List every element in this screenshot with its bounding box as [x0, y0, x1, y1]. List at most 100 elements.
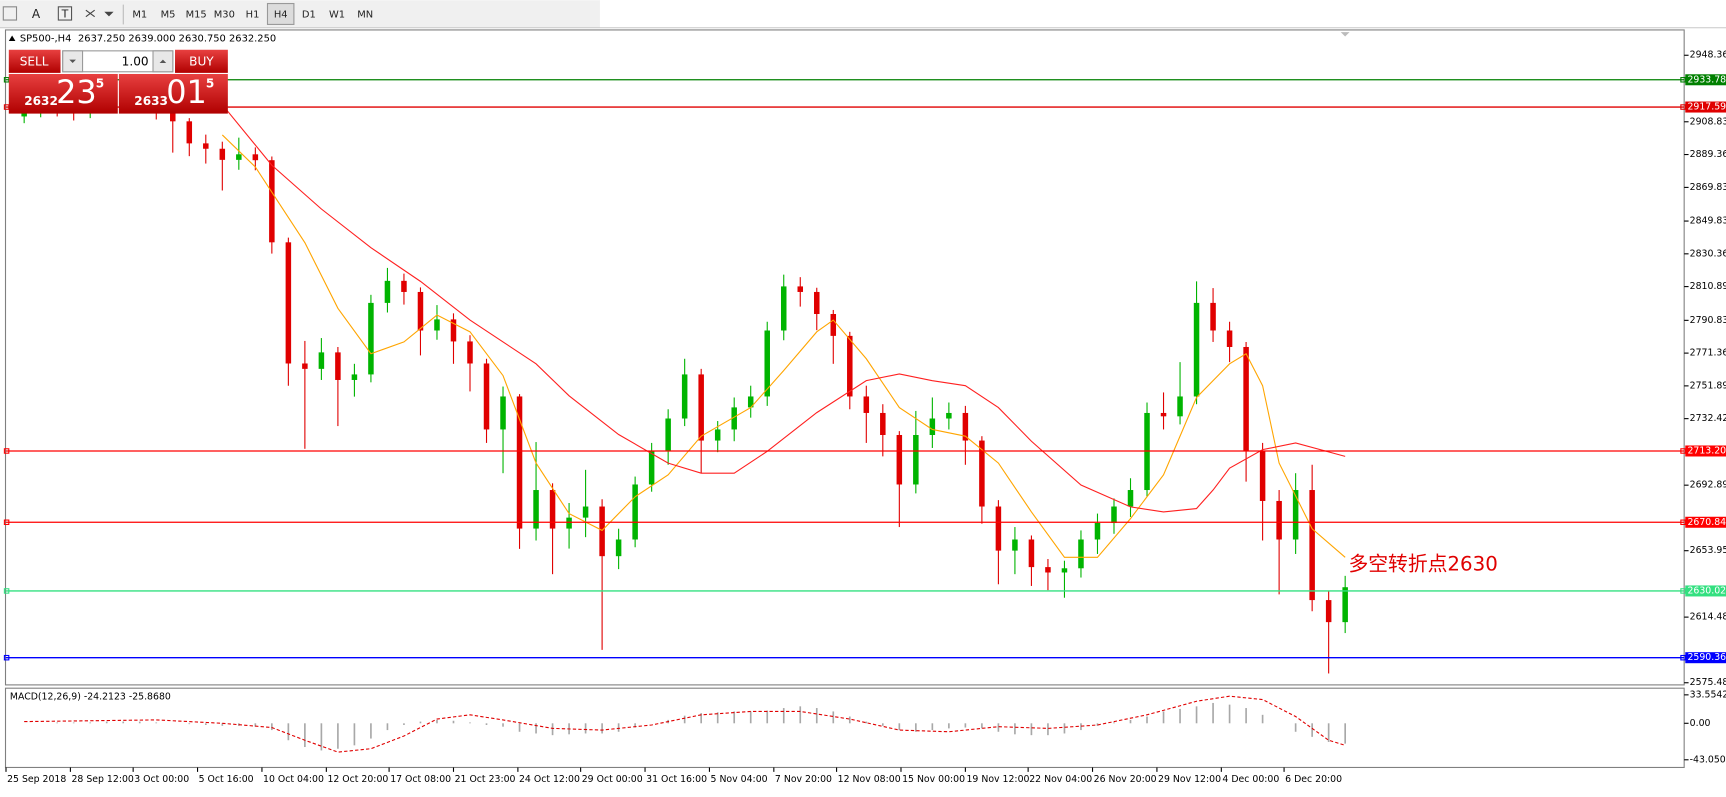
x-tick-label: 26 Nov 20:00 [1094, 774, 1157, 785]
collapse-arrow[interactable] [8, 35, 16, 41]
candle-body [780, 286, 787, 331]
candle-body [170, 110, 176, 122]
level-tag [1685, 652, 1726, 664]
timeframe-button[interactable] [266, 2, 295, 25]
candle-body [566, 517, 572, 529]
candle-body [1028, 539, 1035, 568]
moving-average [221, 134, 1346, 558]
timeframe-group: M1 M5 M15 M30 H1 H4 D1 W1 MN [126, 2, 379, 25]
timeframe-button[interactable] [295, 3, 323, 25]
y-tick-label: 2653.950 [1690, 545, 1726, 556]
timeframe-button[interactable] [126, 3, 154, 25]
x-tick-label: 15 Nov 00:00 [902, 774, 965, 785]
candle-body [632, 484, 638, 540]
y-tick-label: 2810.890 [1690, 281, 1726, 292]
level-handle[interactable] [3, 588, 10, 594]
level-handle[interactable] [3, 654, 10, 661]
quote-label: 2637.250 2639.000 2630.750 2632.250 [78, 34, 276, 45]
bid-big: 2632 [24, 94, 58, 108]
x-tick-label: 12 Nov 08:00 [838, 774, 901, 785]
sell-button[interactable] [8, 49, 61, 73]
x-tick-label: 7 Nov 20:00 [775, 774, 832, 785]
y-tick-label: 2849.830 [1690, 216, 1726, 227]
level-label: 2713.202 [1687, 445, 1726, 456]
candle-body [1342, 587, 1348, 623]
macd-panel [4, 687, 1685, 769]
candle-body [764, 330, 770, 397]
candle-body [896, 435, 903, 485]
x-tick-label: 24 Oct 12:00 [519, 774, 580, 785]
candle-body [1210, 302, 1216, 331]
ask-small: 5 [206, 76, 214, 90]
candle-body [929, 418, 936, 436]
x-tick-label: 10 Oct 04:00 [263, 774, 324, 785]
candle-body [549, 490, 556, 529]
y-tick-label: 2732.420 [1690, 413, 1726, 424]
ask-main: 01 [166, 73, 207, 111]
candle-body [747, 396, 754, 408]
candle-body [1309, 490, 1315, 601]
y-tick-label: 2614.480 [1690, 612, 1726, 623]
x-tick-label: 5 Oct 16:00 [199, 774, 254, 785]
candle-body [1177, 396, 1183, 417]
ask-box[interactable] [118, 73, 228, 114]
plot: 2948.360 2908.830 2889.360 2869.830 2849.830… [3, 50, 1726, 785]
candle-body [731, 407, 737, 430]
candle-body [450, 319, 457, 342]
candle-body [269, 160, 275, 243]
candle-body [830, 314, 837, 336]
candle-body [1226, 330, 1233, 347]
candle-body [1325, 600, 1332, 623]
y-tick-label: 2751.890 [1690, 380, 1726, 391]
y-tick-label: 2889.360 [1690, 149, 1726, 160]
timeframe-button[interactable] [182, 3, 210, 25]
y-tick-label: 2692.890 [1690, 480, 1726, 491]
level-handle[interactable] [3, 448, 10, 454]
timeframe-button[interactable] [211, 3, 238, 25]
level-tag [1685, 445, 1726, 457]
macd-y-tick-label: -43.0509 [1690, 754, 1726, 765]
y-tick-label: 2790.830 [1690, 315, 1726, 326]
timeframe-button[interactable] [323, 3, 351, 25]
candle-body [252, 154, 259, 161]
candle-body [582, 506, 589, 518]
macd-label: MACD(12,26,9) -24.2123 -25.8680 [10, 692, 171, 703]
candle-body [401, 280, 407, 292]
timeframe-button[interactable] [239, 3, 266, 25]
x-tick-label: 12 Oct 20:00 [327, 774, 388, 785]
candle-body [1243, 346, 1249, 452]
label-tool-box[interactable] [57, 6, 73, 21]
candle-body [995, 506, 1002, 551]
candle-body [648, 451, 655, 485]
level-tag [1685, 516, 1726, 528]
x-tick-label: 31 Oct 16:00 [646, 774, 707, 785]
x-tick-label: 19 Nov 12:00 [966, 774, 1029, 785]
candle-body [962, 412, 969, 441]
candle-body [203, 143, 209, 149]
candle-body [1259, 451, 1266, 501]
candle-body [847, 335, 853, 397]
candle-body [285, 242, 292, 364]
level-handle[interactable] [3, 519, 10, 526]
macd-signal [24, 695, 1346, 753]
level-tag [1685, 74, 1726, 86]
level-tag [1685, 585, 1726, 597]
buy-button[interactable] [175, 49, 228, 73]
timeframe-label: M30 [214, 10, 235, 21]
crosshair-icon[interactable] [2, 6, 18, 21]
candle-body [1276, 500, 1282, 540]
timeframe-button[interactable] [352, 3, 379, 25]
candle-body [219, 148, 226, 160]
annotation: 多空转折点2630 [1348, 552, 1497, 575]
bid-main: 23 [56, 73, 97, 111]
candle-body [880, 412, 886, 436]
candle-body [797, 286, 804, 292]
candle-body [186, 121, 193, 144]
timeframe-button[interactable] [154, 3, 182, 25]
candle-body [1193, 302, 1200, 397]
label-tool[interactable]: T [61, 8, 69, 21]
bid-box[interactable] [8, 73, 118, 114]
x-tick-label: 29 Nov 12:00 [1158, 774, 1221, 785]
text-tool[interactable]: A [32, 7, 41, 21]
shapes-icon[interactable] [85, 9, 114, 18]
